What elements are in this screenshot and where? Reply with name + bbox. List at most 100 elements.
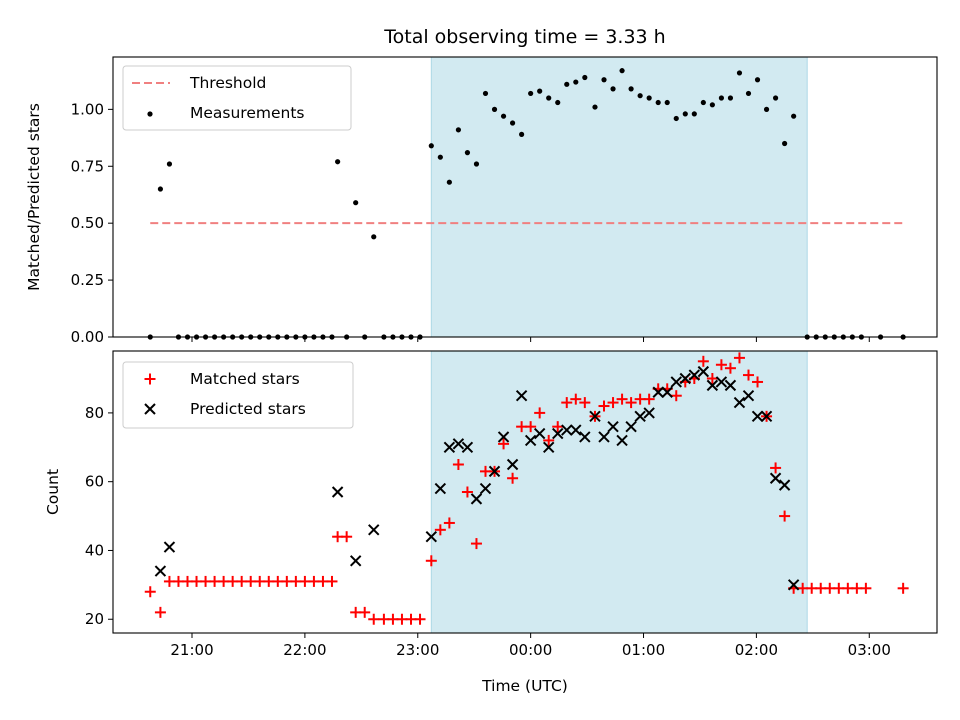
matched-stars-point [452, 458, 464, 470]
matched-stars-point [625, 397, 637, 409]
predicted-stars-point [461, 441, 474, 453]
predicted-stars-point [488, 465, 501, 478]
matched-stars-point [733, 352, 745, 364]
measurement-point [628, 86, 634, 92]
axes-frame [112, 56, 938, 338]
predicted-stars-point [506, 458, 519, 471]
measurement-point [573, 79, 579, 85]
matched-stars-point [897, 582, 909, 594]
measurement-point [335, 159, 341, 165]
predicted-stars-point [368, 524, 380, 536]
matched-stars-point [144, 586, 156, 598]
x-tick-label: 22:00 [283, 641, 326, 659]
matched-stars-point [706, 373, 718, 385]
matched-stars-point [598, 400, 610, 412]
legend-frame [122, 65, 352, 131]
matched-stars-point [543, 434, 555, 446]
measurement-point [646, 95, 652, 101]
predicted-stars-point [688, 369, 701, 381]
legend-label: Matched stars [190, 370, 300, 388]
predicted-stars-point [706, 379, 719, 392]
matched-stars-point [326, 575, 338, 587]
predicted-stars-point [724, 379, 737, 392]
matched-stars-point [616, 393, 628, 405]
predicted-stars-point [616, 434, 628, 447]
legend-label: Threshold [189, 74, 266, 92]
y-tick-label: 1.00 [71, 100, 104, 118]
measurement-point [157, 186, 164, 192]
measurement-point [655, 99, 661, 106]
predicted-stars-point [733, 396, 746, 409]
legend-matched-swatch [144, 373, 156, 385]
matched-stars-point [643, 393, 655, 405]
predicted-stars-point [163, 541, 176, 553]
matched-stars-point [579, 397, 591, 409]
measurement-point [428, 143, 434, 149]
legend-frame [122, 361, 354, 429]
measurement-point [500, 113, 507, 119]
matched-stars-point [860, 582, 872, 594]
predicted-stars-point [552, 427, 564, 440]
predicted-stars-point [331, 486, 344, 498]
matched-stars-point [414, 613, 426, 625]
matched-stars-point [470, 538, 482, 550]
measurement-point [555, 99, 561, 106]
matched-stars-point [154, 606, 166, 618]
predicted-stars-point [515, 390, 528, 402]
y-tick-label: 40 [85, 541, 104, 559]
y-tick-label: 0.75 [71, 157, 104, 175]
measurement-point [718, 95, 725, 101]
measurement-point [592, 104, 598, 110]
matched-stars-point [770, 462, 782, 474]
measurement-point [700, 99, 706, 106]
measurement-point [610, 86, 616, 92]
predicted-stars-point [425, 531, 438, 543]
measurement-point [353, 200, 359, 206]
predicted-stars-point [533, 427, 546, 440]
matched-stars-point [715, 359, 727, 371]
legend: Matched stars Predicted stars [122, 361, 354, 429]
measurement-point [482, 90, 489, 97]
x-tick-label: 01:00 [622, 641, 665, 659]
predicted-stars-point [715, 376, 728, 388]
predicted-stars-point [778, 479, 791, 491]
matched-stars-point [561, 397, 573, 409]
predicted-stars-point [561, 424, 573, 436]
y-axis-label: Count [44, 469, 62, 515]
measurement-point [528, 90, 534, 97]
measurement-point [437, 154, 443, 160]
panel-matched-ratio: 0.00 0.25 0.50 0.75 1.00 Matched/Predicted st… [25, 56, 938, 346]
measurement-point [691, 111, 697, 117]
matched-stars-point [752, 376, 764, 388]
predicted-stars-point [589, 410, 601, 423]
x-tick-label: 02:00 [735, 641, 778, 659]
predicted-stars-point [452, 438, 465, 450]
measurement-point [582, 74, 588, 81]
predicted-stars-point [742, 390, 755, 402]
measurement-point [473, 161, 480, 167]
matched-stars-point [525, 421, 537, 433]
predicted-stars-point [479, 482, 492, 495]
predicted-stars-point [625, 420, 637, 433]
measurement-point [673, 115, 679, 122]
matched-stars-point [552, 421, 564, 433]
predicted-stars-point [524, 434, 537, 447]
matched-stars-point [341, 531, 353, 543]
matched-stars-point [742, 369, 754, 381]
legend-predicted-swatch [144, 403, 156, 415]
measurement-point [791, 113, 797, 119]
measurement-point [763, 106, 770, 112]
axes-frame [112, 350, 938, 634]
predicted-stars-point [598, 431, 610, 443]
matched-stars-point [724, 362, 736, 374]
measurement-point [664, 99, 670, 106]
measurement-point [371, 234, 377, 240]
x-axis-label: Time (UTC) [481, 677, 568, 695]
measurement-point [546, 95, 552, 101]
measurement-point [564, 81, 570, 87]
x-tick-label: 23:00 [396, 641, 439, 659]
predicted-stars-point [607, 420, 619, 433]
matched-stars-point [461, 486, 473, 498]
predicted-stars-point [434, 482, 447, 495]
